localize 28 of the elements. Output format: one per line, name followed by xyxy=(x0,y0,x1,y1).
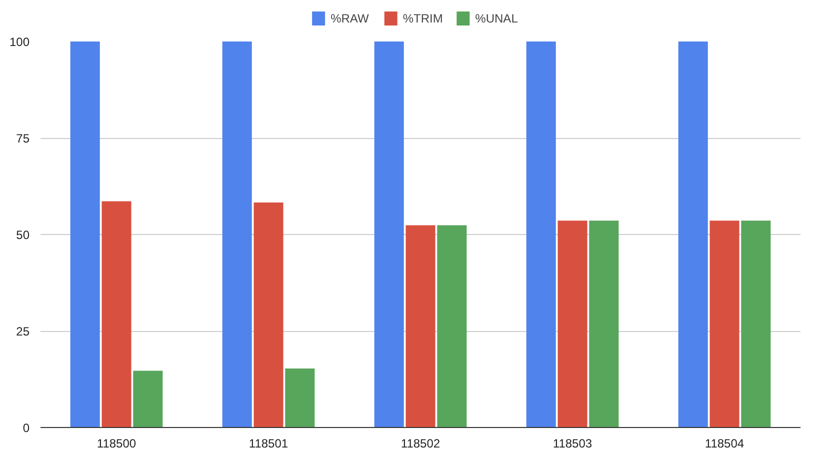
bar xyxy=(374,42,404,428)
bar xyxy=(70,42,100,428)
bar xyxy=(678,42,708,428)
bar xyxy=(222,42,252,428)
bar xyxy=(437,225,467,428)
legend-label: %RAW xyxy=(330,12,370,26)
x-tick-label: 118503 xyxy=(552,436,592,450)
bar xyxy=(406,225,436,428)
bar xyxy=(526,42,556,428)
bar xyxy=(589,220,619,428)
bar xyxy=(741,220,771,428)
legend-label: %TRIM xyxy=(402,12,443,26)
y-tick-label: 0 xyxy=(22,421,30,435)
bar xyxy=(710,220,740,428)
bar xyxy=(102,201,132,428)
x-tick-label: 118504 xyxy=(704,436,744,450)
y-tick-label: 25 xyxy=(16,324,30,338)
x-tick-label: 118501 xyxy=(248,436,288,450)
y-tick-label: 50 xyxy=(16,228,30,242)
bar xyxy=(133,370,163,428)
bar xyxy=(285,368,315,428)
bar xyxy=(254,202,284,428)
y-tick-label: 100 xyxy=(9,35,30,49)
bar xyxy=(558,220,588,428)
x-tick-label: 118500 xyxy=(96,436,136,450)
y-tick-label: 75 xyxy=(16,132,30,146)
legend-label: %UNAL xyxy=(475,12,518,26)
x-tick-label: 118502 xyxy=(400,436,440,450)
